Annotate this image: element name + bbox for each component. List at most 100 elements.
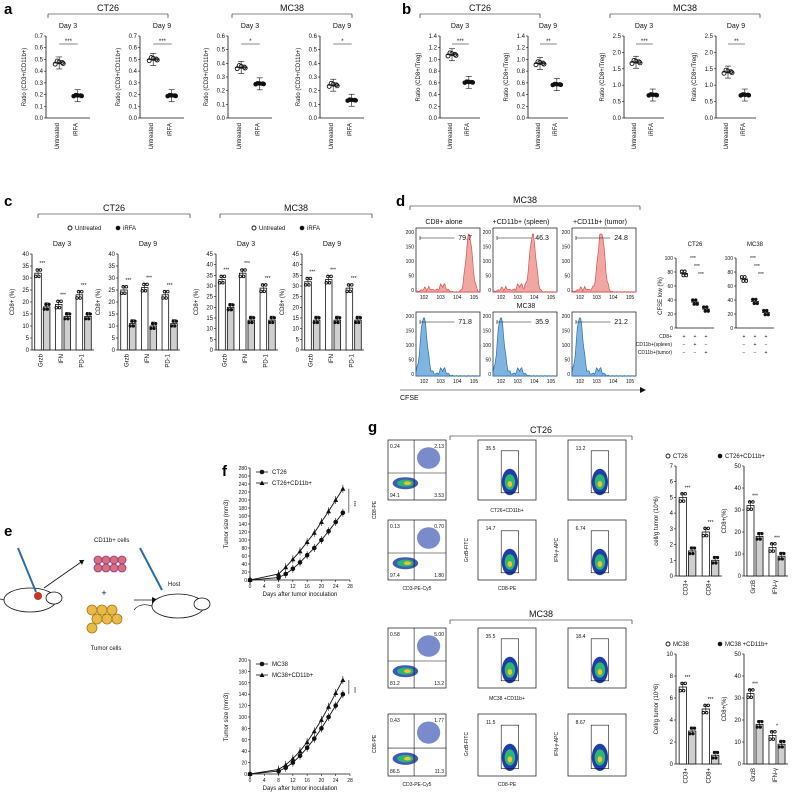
- panel-d-row2-1-x-tick-label: 102: [497, 379, 506, 385]
- panel-c-MC38-0-data-point: [262, 289, 266, 294]
- panel-d-row1-1-y-tick-label: 100: [483, 259, 492, 265]
- panel-g-mc38-ifn2-gate-value: 8.67: [576, 720, 586, 726]
- panel-d-col-title: +CD11b+ (spleen): [493, 219, 550, 226]
- panel-f-top-y-tick-label: 240: [239, 482, 248, 488]
- panel-f-bottom-point: [276, 766, 282, 772]
- panel-g-mc38-bars-right-data-point: [769, 729, 774, 734]
- panel-f-top-y-label: Tumor size (mm3): [224, 500, 230, 548]
- panel-c-CT26-0-data-point: [85, 312, 89, 316]
- panel-d-row1-1-y-tick-label: 0: [488, 288, 491, 294]
- panel-b-mc38-day3-data-point: [636, 59, 642, 65]
- panel-f-bottom-legend-marker: [259, 672, 265, 677]
- panel-f-bottom-point: [318, 717, 324, 722]
- panel-d-row1-0-y-tick-label: 0: [411, 288, 414, 294]
- panel-d-row2-2-x-tick-label: 104: [609, 379, 618, 385]
- panel-g-mc38-bars-left-data-point: [712, 750, 716, 755]
- panel-c-CT26-1-bar-a: [140, 287, 149, 351]
- panel-g-ct26-bars-left-data-point: [704, 533, 709, 538]
- panel-b-ct26-day3-y-tick-label: 1.4: [429, 34, 438, 40]
- panel-c-MC38-1-y-tick-label: 15: [292, 316, 299, 322]
- panel-d-summary-row-label: CD11b+(spleen): [636, 342, 673, 348]
- panel-c-MC38-0-data-point: [231, 303, 235, 307]
- panel-d-summary-sign: −: [743, 342, 746, 348]
- panel-c-CT26-1-sig-label: ***: [167, 283, 173, 289]
- panel-d-xlabel: CFSE: [400, 395, 419, 402]
- panel-d-summary-y-tick-label: 20: [727, 312, 733, 318]
- panel-c-MC38-1-bar-a: [324, 279, 333, 351]
- panel-a-mc38-day3-x-tick-label: Untreated: [237, 123, 243, 149]
- panel-c-MC38-0-data-point: [240, 268, 244, 272]
- panel-c-mc38-title: MC38: [284, 203, 308, 213]
- panel-a-ct26-day9-y-tick-label: 0.0: [129, 116, 138, 122]
- panel-g-ct26-bars-right-y-tick-label: 20: [734, 530, 741, 536]
- panel-a-ct26-day3-data-point: [60, 61, 66, 67]
- panel-a-mc38-day3-day-label: Day 3: [241, 23, 259, 30]
- panel-c-MC38-1-data-point: [334, 316, 339, 320]
- panel-f-bottom-y-tick-label: 180: [239, 669, 248, 675]
- panel-e-syringe2-icon: [139, 547, 163, 591]
- panel-g-ct26-dot2-density: [417, 527, 441, 549]
- panel-b-mc38-day9-x-tick-label: iRFA: [741, 123, 747, 136]
- panel-g-mc38-grzb2-gate: [500, 724, 519, 769]
- panel-g-ct26-dot2-q2: 0.70: [434, 524, 444, 530]
- panel-g-ct26-dot1-q4: 3.53: [434, 493, 444, 499]
- panel-c-MC38-0-data-point: [221, 281, 225, 285]
- panel-d-row1-0-x-tick-label: 103: [436, 295, 445, 301]
- panel-b-mc38-day9-sig-label: **: [734, 39, 739, 45]
- panel-g-ct26-mid-label: CT26+CD11b+: [490, 508, 523, 514]
- panel-g-mc38-dot2-q3: 86.5: [390, 769, 400, 775]
- panel-d-row2-0-x-tick-label: 103: [436, 379, 445, 385]
- panel-g-mc38-bars-left-data-point: [683, 681, 687, 686]
- panel-d-summary-point: [684, 273, 689, 278]
- panel-d-arrow-head: [640, 387, 646, 393]
- panel-c-CT26-1-data-point: [164, 296, 168, 300]
- panel-g-ct26-bars-left-data-point: [714, 561, 718, 565]
- panel-d-row1-2-y-tick-label: 200: [562, 230, 571, 236]
- panel-f-top-point: [283, 571, 289, 577]
- panel-d-summary-point: [705, 305, 709, 309]
- panel-c-CT26-0-data-point: [56, 299, 60, 303]
- panel-c-MC38-1-data-point: [338, 316, 342, 320]
- panel-c-MC38-0-bar-b: [226, 306, 235, 351]
- panel-g-ct26-bars-left-data-point: [692, 546, 697, 550]
- panel-g-ct26-bars-right-data-point: [777, 557, 781, 561]
- panel-g-mc38-bars-right-y-tick-label: 30: [734, 696, 741, 702]
- panel-g-mc38-bars-right-y-tick-label: 20: [734, 718, 741, 724]
- panel-f-bottom-x-tick-label: 16: [304, 778, 310, 784]
- panel-a-mc38-day9-y-tick-label: 0.2: [309, 89, 318, 95]
- panel-c-MC38-1-data-point: [355, 316, 359, 320]
- panel-g-mc38-bars-right-data-point: [760, 720, 764, 724]
- panel-d-summary-sign: +: [705, 334, 708, 340]
- panel-f-bottom-point: [311, 728, 317, 734]
- panel-g-ct26-bars-left-data-point: [678, 499, 683, 503]
- panel-f-top-series-line: [249, 512, 344, 581]
- panel-c-CT26-0-data-point: [64, 312, 69, 316]
- panel-g-ct26-bars-left-data-point: [712, 555, 716, 560]
- panel-f-top-legend-marker: [259, 469, 265, 475]
- panel-a-mc38-day3-y-tick-label: 0.6: [217, 34, 226, 40]
- panel-d-row1-2-x-tick-label: 105: [626, 295, 635, 301]
- panel-g-mc38-bars-left-data-point: [704, 710, 709, 715]
- panel-g-mc38-bars-left-data-point: [689, 726, 693, 730]
- panel-f-top-point: [290, 566, 296, 572]
- panel-g-mc38-bars-left-y-label: Cell/g tumor (10^6): [654, 684, 660, 735]
- panel-c-CT26-1-data-point: [161, 296, 165, 300]
- panel-g-ct26-bars-right-x-tick-label: GrzB: [751, 580, 757, 594]
- panel-f-bottom-y-tick-label: 100: [239, 715, 248, 721]
- panel-f-bottom-sig-label: ***: [350, 687, 356, 693]
- panel-c-CT26-1-x-tick-label: PD-1: [166, 353, 172, 367]
- panel-g-mc38-bars-right-data-point: [782, 739, 786, 744]
- panel-f-top-y-tick-label: 160: [239, 514, 248, 520]
- panel-f-bottom-y-tick-label: 60: [241, 738, 247, 744]
- panel-f-bottom-x-tick-label: 28: [347, 778, 353, 784]
- panel-g-mc38-bars-right-data-point: [779, 739, 783, 744]
- panel-c-MC38-0-y-tick-label: 25: [206, 295, 213, 301]
- panel-f-top-x-tick-label: 8: [277, 584, 280, 590]
- panel-d-row1-2-y-tick-label: 0: [567, 288, 570, 294]
- panel-c-CT26-1-data-point: [131, 324, 136, 328]
- panel-g-mc38-bars-left-data-point: [711, 756, 715, 760]
- panel-a-mc38-day9-x-tick-label: iRFA: [348, 123, 354, 136]
- panel-c-MC38-1-y-tick-label: 25: [292, 295, 299, 301]
- panel-c-CT26-0-data-point: [38, 268, 43, 272]
- panel-g-mc38-dot1-q4: 13.2: [434, 681, 444, 687]
